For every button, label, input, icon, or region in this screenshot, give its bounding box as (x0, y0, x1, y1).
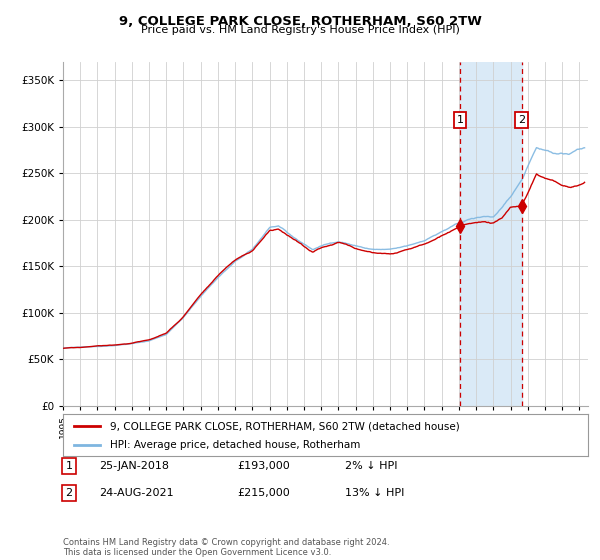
Text: 2% ↓ HPI: 2% ↓ HPI (345, 461, 398, 471)
Text: 24-AUG-2021: 24-AUG-2021 (99, 488, 173, 498)
Text: £215,000: £215,000 (237, 488, 290, 498)
Text: Price paid vs. HM Land Registry's House Price Index (HPI): Price paid vs. HM Land Registry's House … (140, 25, 460, 35)
Text: 1: 1 (457, 115, 464, 125)
Text: 9, COLLEGE PARK CLOSE, ROTHERHAM, S60 2TW (detached house): 9, COLLEGE PARK CLOSE, ROTHERHAM, S60 2T… (110, 421, 460, 431)
Text: 2: 2 (518, 115, 525, 125)
Text: 2: 2 (65, 488, 73, 498)
Text: £193,000: £193,000 (237, 461, 290, 471)
Text: HPI: Average price, detached house, Rotherham: HPI: Average price, detached house, Roth… (110, 441, 361, 450)
Text: 25-JAN-2018: 25-JAN-2018 (99, 461, 169, 471)
Text: Contains HM Land Registry data © Crown copyright and database right 2024.
This d: Contains HM Land Registry data © Crown c… (63, 538, 389, 557)
Text: 1: 1 (65, 461, 73, 471)
Bar (460, 62, 522, 406)
Text: 13% ↓ HPI: 13% ↓ HPI (345, 488, 404, 498)
Text: 9, COLLEGE PARK CLOSE, ROTHERHAM, S60 2TW: 9, COLLEGE PARK CLOSE, ROTHERHAM, S60 2T… (119, 15, 481, 28)
